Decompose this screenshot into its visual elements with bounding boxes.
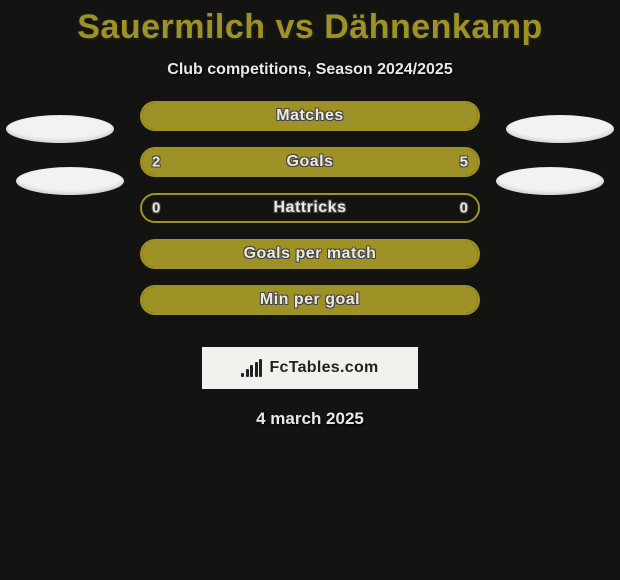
player-right-ellipse-1 xyxy=(506,115,614,143)
bar-fill-right xyxy=(236,149,478,175)
bar-label: Hattricks xyxy=(274,199,347,217)
page-title: Sauermilch vs Dähnenkamp xyxy=(0,0,620,47)
player-right-ellipse-2 xyxy=(496,167,604,195)
bar-label: Matches xyxy=(276,107,344,125)
stat-bars: Matches 2 5 Goals 0 0 Hattricks Goals per match… xyxy=(140,101,480,331)
bar-value-right: 0 xyxy=(460,200,468,217)
player-left-ellipse-1 xyxy=(6,115,114,143)
stat-bar: 2 5 Goals xyxy=(140,147,480,177)
bar-label: Goals xyxy=(287,153,334,171)
subtitle: Club competitions, Season 2024/2025 xyxy=(0,61,620,79)
logo-bars-icon xyxy=(241,359,263,377)
stat-bar: Min per goal xyxy=(140,285,480,315)
stat-bar: Goals per match xyxy=(140,239,480,269)
logo-text: FcTables.com xyxy=(269,359,378,377)
stat-bar: Matches xyxy=(140,101,480,131)
bar-value-right: 5 xyxy=(460,154,468,171)
player-left-ellipse-2 xyxy=(16,167,124,195)
bar-label: Goals per match xyxy=(244,245,377,263)
bar-label: Min per goal xyxy=(260,291,360,309)
comparison-arena: Matches25Goals00HattricksGoals per match… xyxy=(0,117,620,347)
stat-bar: 0 0 Hattricks xyxy=(140,193,480,223)
logo-bar-icon xyxy=(259,359,262,377)
logo-bar-icon xyxy=(241,373,244,377)
site-logo: FcTables.com xyxy=(202,347,418,389)
logo-bar-icon xyxy=(255,362,258,377)
logo-bar-icon xyxy=(246,369,249,377)
logo-bar-icon xyxy=(250,365,253,377)
bar-value-left: 0 xyxy=(152,200,160,217)
date-label: 4 march 2025 xyxy=(0,409,620,429)
bar-value-left: 2 xyxy=(152,154,160,171)
